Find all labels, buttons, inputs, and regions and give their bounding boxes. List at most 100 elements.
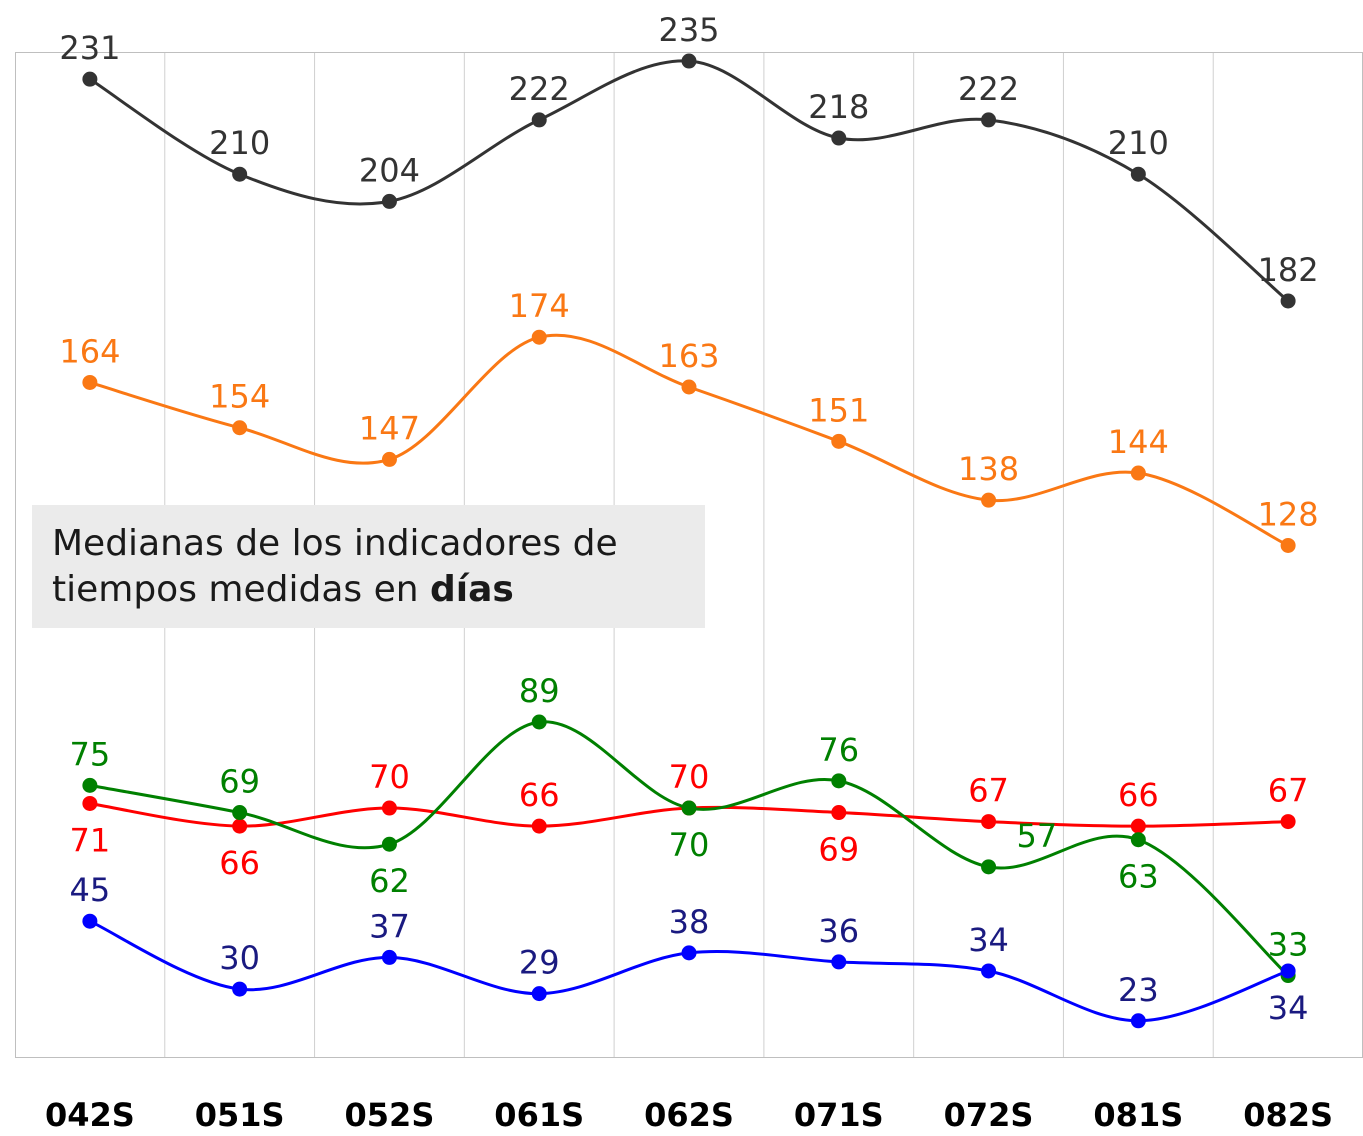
- data-label: 66: [1118, 776, 1159, 814]
- data-label: 67: [1268, 772, 1309, 810]
- data-point: [981, 492, 997, 508]
- data-point: [232, 420, 248, 436]
- data-point: [981, 814, 997, 830]
- data-label: 67: [968, 772, 1009, 810]
- x-tick-label: 072S: [944, 1096, 1034, 1134]
- data-point: [232, 805, 248, 821]
- data-point: [531, 714, 547, 730]
- x-tick-label: 052S: [345, 1096, 435, 1134]
- data-point: [531, 818, 547, 834]
- data-point: [381, 800, 397, 816]
- data-point: [831, 773, 847, 789]
- data-label: 164: [59, 332, 120, 370]
- data-point: [82, 777, 98, 793]
- data-label: 154: [209, 378, 270, 416]
- data-label: 210: [1108, 124, 1169, 162]
- data-label: 38: [669, 903, 710, 941]
- data-label: 71: [70, 821, 111, 859]
- data-label: 235: [658, 11, 719, 49]
- data-label: 45: [70, 871, 111, 909]
- data-point: [681, 800, 697, 816]
- data-label: 23: [1118, 971, 1159, 1009]
- data-label: 66: [219, 844, 260, 882]
- data-point: [232, 818, 248, 834]
- data-point: [831, 433, 847, 449]
- data-label: 33: [1268, 926, 1309, 964]
- data-label: 138: [958, 450, 1019, 488]
- x-tick-label: 071S: [794, 1096, 884, 1134]
- data-point: [981, 859, 997, 875]
- data-point: [1130, 465, 1146, 481]
- annotation-emphasis: días: [430, 569, 514, 610]
- data-label: 66: [519, 776, 560, 814]
- data-label: 69: [818, 831, 859, 869]
- data-label: 89: [519, 672, 560, 710]
- x-tick-label: 042S: [45, 1096, 135, 1134]
- data-point: [381, 451, 397, 467]
- data-label: 144: [1108, 423, 1169, 461]
- data-label: 76: [818, 731, 859, 769]
- data-point: [681, 945, 697, 961]
- x-tick-label: 081S: [1093, 1096, 1183, 1134]
- data-label: 174: [509, 287, 570, 325]
- data-point: [531, 986, 547, 1002]
- data-label: 222: [958, 70, 1019, 108]
- data-point: [1280, 963, 1296, 979]
- data-label: 30: [219, 939, 260, 977]
- data-point: [82, 913, 98, 929]
- data-label: 69: [219, 763, 260, 801]
- data-label: 75: [70, 735, 111, 773]
- data-point: [381, 949, 397, 965]
- data-point: [82, 374, 98, 390]
- data-label: 34: [1268, 989, 1309, 1027]
- data-label: 63: [1118, 858, 1159, 896]
- data-label: 70: [669, 758, 710, 796]
- data-label: 204: [359, 151, 420, 189]
- data-point: [531, 112, 547, 128]
- series-line: [89, 59, 1290, 303]
- x-tick-label: 062S: [644, 1096, 734, 1134]
- data-point: [232, 166, 248, 182]
- data-point: [381, 836, 397, 852]
- data-point: [831, 130, 847, 146]
- data-label: 218: [808, 88, 869, 126]
- data-point: [1130, 818, 1146, 834]
- data-label: 182: [1258, 251, 1319, 289]
- data-point: [1130, 1013, 1146, 1029]
- data-point: [831, 805, 847, 821]
- data-label: 70: [369, 758, 410, 796]
- data-label: 147: [359, 409, 420, 447]
- data-label: 34: [968, 921, 1009, 959]
- data-label: 151: [808, 391, 869, 429]
- data-label: 29: [519, 944, 560, 982]
- data-label: 163: [658, 337, 719, 375]
- data-point: [981, 963, 997, 979]
- data-label: 231: [59, 29, 120, 67]
- data-label: 62: [369, 862, 410, 900]
- data-point: [1130, 832, 1146, 848]
- data-point: [1280, 293, 1296, 309]
- data-point: [82, 71, 98, 87]
- data-point: [1280, 814, 1296, 830]
- data-point: [82, 795, 98, 811]
- x-tick-label: 082S: [1243, 1096, 1333, 1134]
- x-tick-label: 061S: [494, 1096, 584, 1134]
- x-tick-label: 051S: [195, 1096, 285, 1134]
- data-point: [681, 53, 697, 69]
- annotation-box: Medianas de los indicadores de tiempos m…: [32, 505, 705, 628]
- annotation-text: Medianas de los indicadores de tiempos m…: [52, 523, 618, 610]
- data-label: 128: [1258, 495, 1319, 533]
- data-label: 210: [209, 124, 270, 162]
- data-point: [232, 981, 248, 997]
- data-label: 36: [818, 912, 859, 950]
- data-point: [381, 193, 397, 209]
- data-point: [1130, 166, 1146, 182]
- data-label: 57: [1017, 817, 1058, 855]
- data-label: 222: [509, 70, 570, 108]
- data-point: [681, 379, 697, 395]
- data-label: 70: [669, 826, 710, 864]
- data-point: [981, 112, 997, 128]
- data-label: 37: [369, 907, 410, 945]
